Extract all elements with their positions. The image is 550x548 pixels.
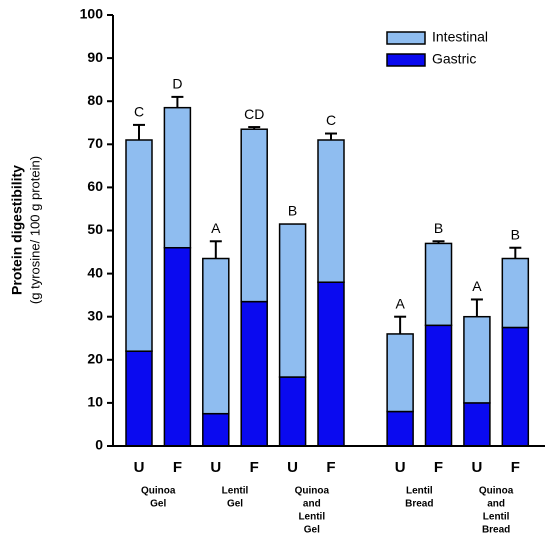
x-tick-label: U <box>210 459 221 476</box>
significance-letter: A <box>395 295 405 311</box>
group-label: Bread <box>405 499 433 510</box>
bar-segment <box>163 246 192 447</box>
bar-segment <box>424 242 453 327</box>
y-tick-label: 90 <box>87 49 103 65</box>
significance-letter: C <box>134 104 144 120</box>
significance-letter: CD <box>244 106 264 122</box>
y-tick-label: 60 <box>87 178 103 194</box>
group-label: Lentil <box>298 512 325 523</box>
bar-segment <box>202 412 230 447</box>
bar-segment <box>386 410 414 447</box>
bar-segment <box>240 300 268 447</box>
bar-segment <box>501 326 530 447</box>
group-label: Gel <box>227 499 243 510</box>
y-tick-label: 0 <box>95 437 103 453</box>
bar-segment <box>202 257 230 415</box>
significance-letter: C <box>326 112 336 128</box>
bar-segment <box>386 333 414 413</box>
bar-segment <box>125 350 153 447</box>
bar-segment <box>463 315 491 404</box>
bar-segment <box>163 106 192 249</box>
bar-segment <box>463 402 491 447</box>
group-label: Quinoa <box>295 486 330 497</box>
legend-swatch <box>386 53 426 67</box>
y-tick-label: 30 <box>87 307 103 323</box>
group-label: Quinoa <box>479 486 514 497</box>
group-label: Bread <box>482 525 510 536</box>
significance-letter: D <box>172 76 182 92</box>
y-tick-label: 100 <box>80 6 104 22</box>
bar-segment <box>278 223 307 378</box>
y-axis-sublabel: (g tyrosine/ 100 g protein) <box>27 156 42 304</box>
bar-segment <box>501 257 530 329</box>
x-tick-label: F <box>326 459 335 476</box>
y-tick-label: 40 <box>87 264 103 280</box>
x-tick-label: F <box>250 459 259 476</box>
group-label: and <box>303 499 321 510</box>
x-tick-label: U <box>287 459 298 476</box>
bar-segment <box>317 139 345 283</box>
significance-letter: B <box>288 203 297 219</box>
group-label: and <box>487 499 505 510</box>
significance-letter: A <box>211 220 221 236</box>
y-axis-label: Protein digestibility <box>9 165 25 295</box>
y-tick-label: 70 <box>87 135 103 151</box>
y-tick-label: 20 <box>87 351 103 367</box>
y-tick-label: 10 <box>87 394 103 410</box>
x-tick-label: F <box>511 459 520 476</box>
x-tick-label: F <box>434 459 443 476</box>
group-label: Lentil <box>222 486 249 497</box>
bar-segment <box>278 376 307 447</box>
x-tick-label: U <box>134 459 145 476</box>
group-label: Lentil <box>483 512 510 523</box>
group-label: Lentil <box>406 486 433 497</box>
legend-swatch <box>386 31 426 45</box>
group-label: Quinoa <box>141 486 176 497</box>
bar-segment <box>240 128 268 303</box>
significance-letter: B <box>511 226 520 242</box>
x-tick-label: U <box>471 459 482 476</box>
group-label: Gel <box>150 499 166 510</box>
bar-segment <box>125 139 153 352</box>
y-tick-label: 80 <box>87 92 103 108</box>
legend-label: Gastric <box>432 51 476 67</box>
significance-letter: B <box>434 220 443 236</box>
x-tick-label: F <box>173 459 182 476</box>
group-label: Gel <box>304 525 320 536</box>
y-tick-label: 50 <box>87 221 103 237</box>
bar-segment <box>317 281 345 447</box>
legend-label: Intestinal <box>432 29 488 45</box>
x-tick-label: U <box>395 459 406 476</box>
bar-segment <box>424 324 453 447</box>
significance-letter: A <box>472 278 482 294</box>
